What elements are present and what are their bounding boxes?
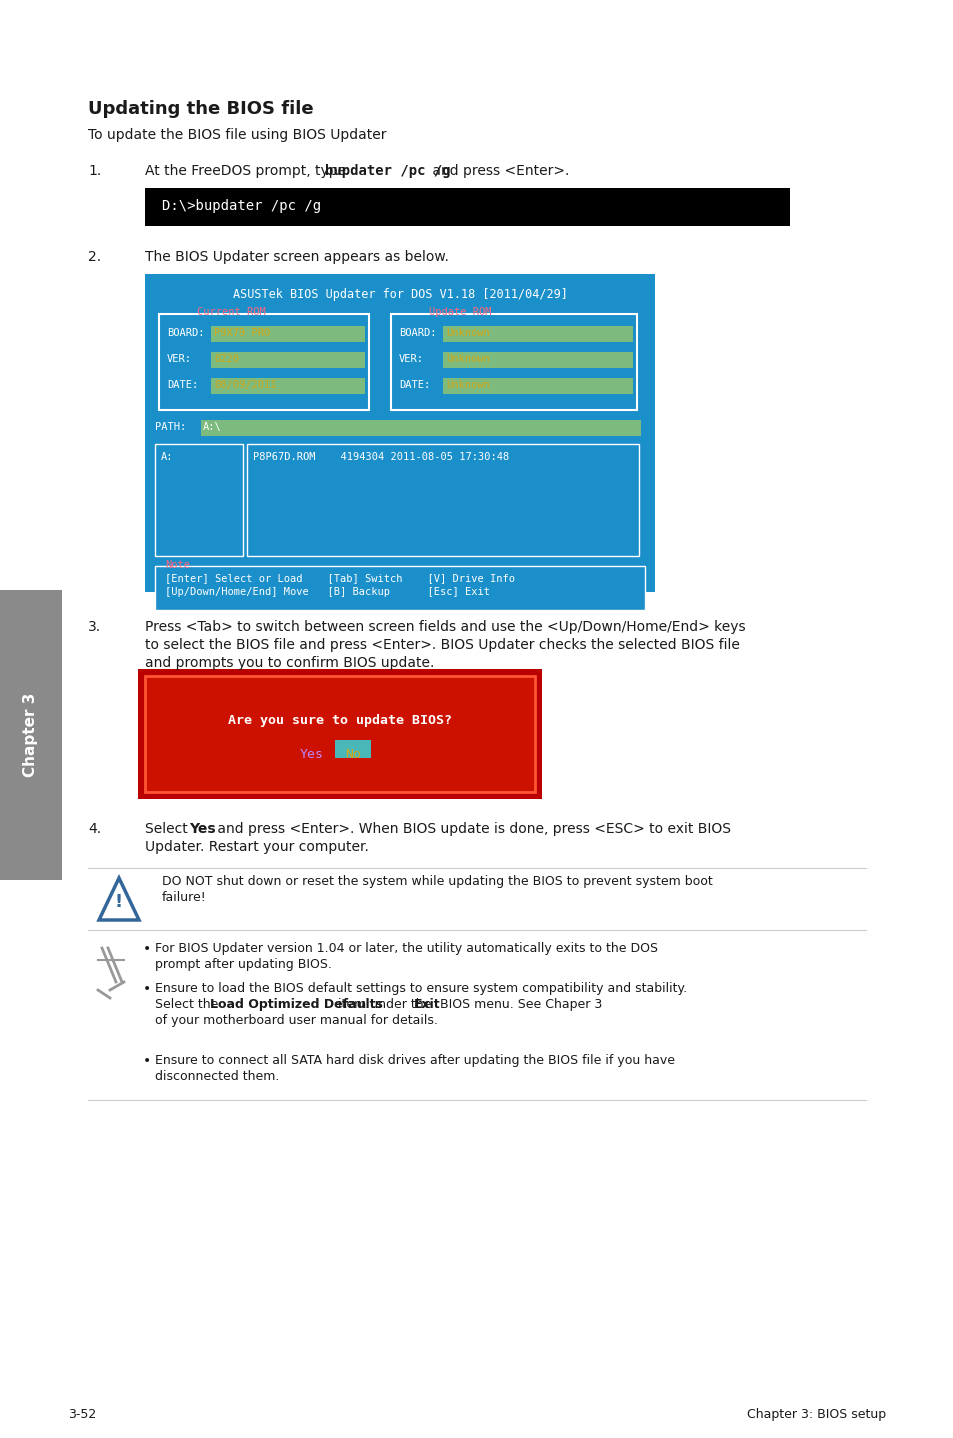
Text: Exit: Exit	[414, 998, 440, 1011]
Text: Update ROM: Update ROM	[429, 306, 491, 316]
Text: failure!: failure!	[162, 892, 207, 905]
Text: PATH:: PATH:	[154, 421, 186, 431]
Text: 0220: 0220	[213, 354, 239, 364]
Bar	[145, 275, 655, 592]
Text: Select the: Select the	[154, 998, 222, 1011]
Text: DATE:: DATE:	[398, 380, 430, 390]
Text: and press <Enter>.: and press <Enter>.	[428, 164, 569, 178]
Text: •: •	[143, 942, 152, 956]
Bar	[145, 188, 789, 226]
Bar	[201, 420, 640, 436]
Bar	[211, 352, 365, 368]
Text: bupdater /pc /g: bupdater /pc /g	[325, 164, 450, 178]
Text: For BIOS Updater version 1.04 or later, the utility automatically exits to the D: For BIOS Updater version 1.04 or later, …	[154, 942, 658, 955]
Bar	[211, 378, 365, 394]
Text: Yes: Yes	[299, 748, 324, 761]
Text: Ensure to connect all SATA hard disk drives after updating the BIOS file if you : Ensure to connect all SATA hard disk dri…	[154, 1054, 675, 1067]
Text: [Enter] Select or Load    [Tab] Switch    [V] Drive Info: [Enter] Select or Load [Tab] Switch [V] …	[165, 572, 515, 582]
Text: Updating the BIOS file: Updating the BIOS file	[88, 101, 314, 118]
Text: At the FreeDOS prompt, type: At the FreeDOS prompt, type	[145, 164, 350, 178]
Text: Press <Tab> to switch between screen fields and use the <Up/Down/Home/End> keys: Press <Tab> to switch between screen fie…	[145, 620, 745, 634]
Text: Load Optimized Defaults: Load Optimized Defaults	[210, 998, 382, 1011]
Text: No: No	[345, 748, 360, 761]
Bar	[154, 567, 644, 610]
Bar	[0, 590, 62, 880]
Text: 2.: 2.	[88, 250, 101, 265]
Text: P9X79 PRO: P9X79 PRO	[213, 328, 270, 338]
Bar	[442, 378, 633, 394]
Bar	[442, 326, 633, 342]
Text: and press <Enter>. When BIOS update is done, press <ESC> to exit BIOS: and press <Enter>. When BIOS update is d…	[213, 823, 730, 835]
Text: of your motherboard user manual for details.: of your motherboard user manual for deta…	[154, 1014, 437, 1027]
Text: !: !	[114, 893, 123, 912]
Text: Chapter 3: Chapter 3	[24, 693, 38, 777]
Text: A:: A:	[161, 452, 173, 462]
Bar	[442, 352, 633, 368]
Text: P8P67D.ROM    4194304 2011-08-05 17:30:48: P8P67D.ROM 4194304 2011-08-05 17:30:48	[253, 452, 509, 462]
Text: Note: Note	[165, 559, 190, 569]
Text: prompt after updating BIOS.: prompt after updating BIOS.	[154, 958, 332, 971]
Text: BOARD:: BOARD:	[398, 328, 436, 338]
Text: 08/09/2011: 08/09/2011	[213, 380, 276, 390]
Text: Unknown: Unknown	[446, 380, 489, 390]
Bar	[138, 669, 541, 800]
Text: Yes: Yes	[189, 823, 215, 835]
Text: Ensure to load the BIOS default settings to ensure system compatibility and stab: Ensure to load the BIOS default settings…	[154, 982, 686, 995]
Bar	[247, 444, 639, 557]
Text: Unknown: Unknown	[446, 354, 489, 364]
Text: [Up/Down/Home/End] Move   [B] Backup      [Esc] Exit: [Up/Down/Home/End] Move [B] Backup [Esc]…	[165, 587, 490, 597]
Text: and prompts you to confirm BIOS update.: and prompts you to confirm BIOS update.	[145, 656, 434, 670]
Text: ASUSTek BIOS Updater for DOS V1.18 [2011/04/29]: ASUSTek BIOS Updater for DOS V1.18 [2011…	[233, 288, 567, 301]
Text: Select: Select	[145, 823, 192, 835]
Text: to select the BIOS file and press <Enter>. BIOS Updater checks the selected BIOS: to select the BIOS file and press <Enter…	[145, 638, 740, 651]
Text: VER:: VER:	[167, 354, 192, 364]
Text: 3.: 3.	[88, 620, 101, 634]
Text: D:\>bupdater /pc /g: D:\>bupdater /pc /g	[162, 198, 321, 213]
Text: The BIOS Updater screen appears as below.: The BIOS Updater screen appears as below…	[145, 250, 449, 265]
Text: Are you sure to update BIOS?: Are you sure to update BIOS?	[228, 715, 452, 728]
Text: Unknown: Unknown	[446, 328, 489, 338]
Bar	[145, 676, 535, 792]
Text: 4.: 4.	[88, 823, 101, 835]
Text: BIOS menu. See Chaper 3: BIOS menu. See Chaper 3	[436, 998, 601, 1011]
Text: 3-52: 3-52	[68, 1408, 96, 1421]
Text: DO NOT shut down or reset the system while updating the BIOS to prevent system b: DO NOT shut down or reset the system whi…	[162, 874, 712, 889]
Text: DATE:: DATE:	[167, 380, 198, 390]
Text: Chapter 3: BIOS setup: Chapter 3: BIOS setup	[746, 1408, 885, 1421]
Text: •: •	[143, 982, 152, 997]
Text: A:\: A:\	[203, 421, 221, 431]
Text: To update the BIOS file using BIOS Updater: To update the BIOS file using BIOS Updat…	[88, 128, 386, 142]
Text: disconnected them.: disconnected them.	[154, 1070, 279, 1083]
Text: VER:: VER:	[398, 354, 423, 364]
Text: Current ROM: Current ROM	[196, 306, 266, 316]
Text: BOARD:: BOARD:	[167, 328, 204, 338]
Bar	[159, 313, 369, 410]
Bar	[211, 326, 365, 342]
Bar	[154, 444, 243, 557]
Text: •: •	[143, 1054, 152, 1068]
Text: 1.: 1.	[88, 164, 101, 178]
Text: item under the: item under the	[334, 998, 436, 1011]
Text: Updater. Restart your computer.: Updater. Restart your computer.	[145, 840, 369, 854]
Bar	[391, 313, 637, 410]
Bar	[335, 741, 371, 758]
